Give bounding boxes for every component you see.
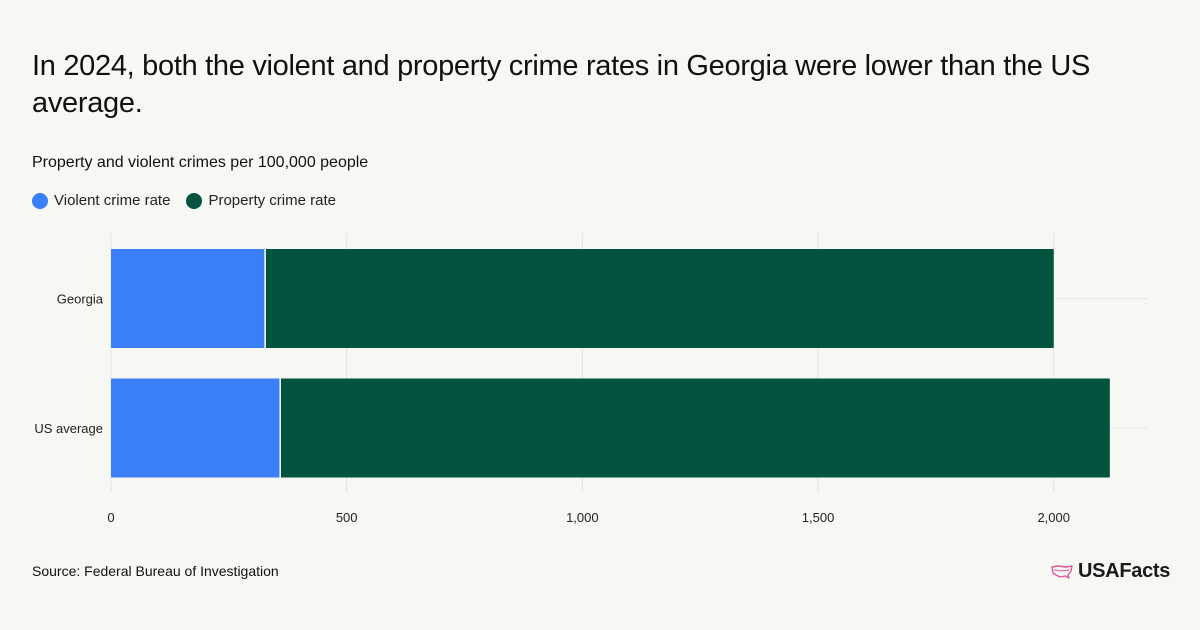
legend-label-property: Property crime rate bbox=[208, 192, 336, 209]
bar-violent-0 bbox=[111, 249, 266, 348]
bar-property-1 bbox=[280, 378, 1110, 478]
chart-subtitle: Property and violent crimes per 100,000 … bbox=[32, 154, 369, 171]
legend-label-violent: Violent crime rate bbox=[54, 192, 171, 209]
chart-title: In 2024, both the violent and property c… bbox=[32, 50, 1091, 119]
legend-swatch-violent bbox=[32, 192, 48, 209]
brand-logo: USAFacts bbox=[1050, 560, 1170, 583]
bar-property-0 bbox=[265, 249, 1054, 348]
category-label-1: US average bbox=[34, 421, 103, 436]
legend-item-property: Property crime rate bbox=[186, 192, 336, 209]
us-map-icon bbox=[1051, 564, 1073, 579]
legend: Violent crime rate Property crime rate bbox=[32, 192, 352, 209]
category-label-0: Georgia bbox=[57, 292, 104, 307]
x-tick-label-4: 2,000 bbox=[1037, 510, 1070, 525]
x-tick-label-2: 1,000 bbox=[566, 510, 599, 525]
bar-violent-1 bbox=[111, 378, 281, 478]
brand-name: USAFacts bbox=[1078, 560, 1171, 582]
source-note: Source: Federal Bureau of Investigation bbox=[32, 563, 279, 579]
x-tick-label-3: 1,500 bbox=[802, 510, 835, 525]
legend-swatch-property bbox=[186, 192, 203, 209]
x-tick-label-1: 500 bbox=[336, 510, 358, 525]
x-tick-label-0: 0 bbox=[107, 510, 114, 525]
legend-item-violent: Violent crime rate bbox=[32, 192, 170, 209]
